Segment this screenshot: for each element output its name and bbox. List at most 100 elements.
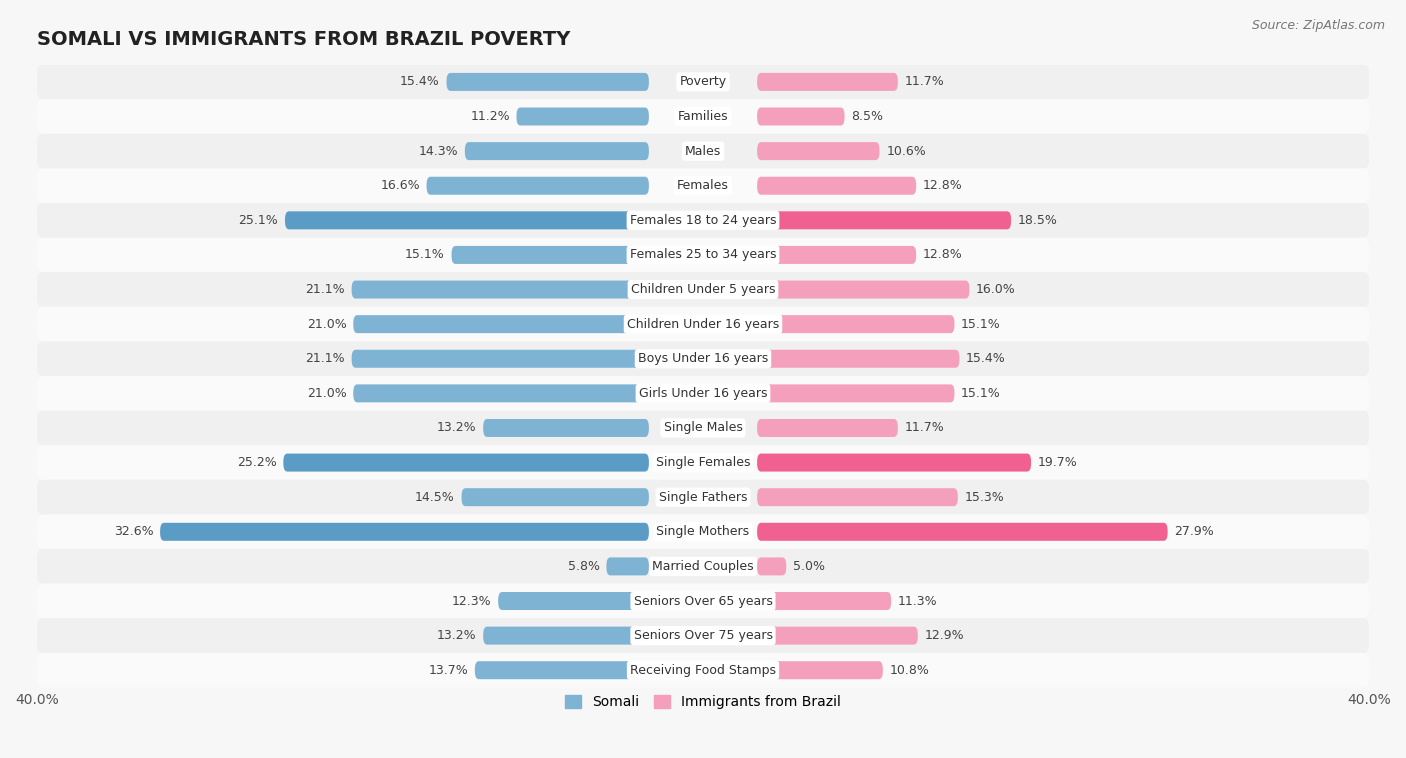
Text: Seniors Over 75 years: Seniors Over 75 years	[634, 629, 772, 642]
FancyBboxPatch shape	[37, 549, 1369, 584]
Text: Single Females: Single Females	[655, 456, 751, 469]
Text: 19.7%: 19.7%	[1038, 456, 1077, 469]
FancyBboxPatch shape	[756, 453, 1031, 471]
Text: 21.1%: 21.1%	[305, 352, 344, 365]
Text: 13.2%: 13.2%	[437, 629, 477, 642]
Text: 21.0%: 21.0%	[307, 387, 347, 400]
Text: Children Under 16 years: Children Under 16 years	[627, 318, 779, 330]
FancyBboxPatch shape	[484, 627, 650, 644]
Text: Females 25 to 34 years: Females 25 to 34 years	[630, 249, 776, 262]
Text: 11.2%: 11.2%	[470, 110, 510, 123]
FancyBboxPatch shape	[353, 384, 650, 402]
FancyBboxPatch shape	[756, 349, 959, 368]
Text: Females: Females	[678, 179, 728, 193]
Text: 13.2%: 13.2%	[437, 421, 477, 434]
FancyBboxPatch shape	[756, 73, 898, 91]
Text: Seniors Over 65 years: Seniors Over 65 years	[634, 594, 772, 607]
FancyBboxPatch shape	[451, 246, 650, 264]
Text: 13.7%: 13.7%	[429, 664, 468, 677]
FancyBboxPatch shape	[37, 203, 1369, 238]
Text: Receiving Food Stamps: Receiving Food Stamps	[630, 664, 776, 677]
FancyBboxPatch shape	[465, 142, 650, 160]
Text: 15.1%: 15.1%	[962, 387, 1001, 400]
FancyBboxPatch shape	[37, 168, 1369, 203]
FancyBboxPatch shape	[285, 211, 650, 230]
FancyBboxPatch shape	[37, 99, 1369, 134]
Text: 12.8%: 12.8%	[922, 179, 963, 193]
FancyBboxPatch shape	[352, 280, 650, 299]
Text: 5.8%: 5.8%	[568, 560, 600, 573]
FancyBboxPatch shape	[37, 307, 1369, 341]
FancyBboxPatch shape	[37, 584, 1369, 619]
Text: Single Mothers: Single Mothers	[657, 525, 749, 538]
FancyBboxPatch shape	[352, 349, 650, 368]
FancyBboxPatch shape	[37, 341, 1369, 376]
Text: 8.5%: 8.5%	[851, 110, 883, 123]
FancyBboxPatch shape	[37, 64, 1369, 99]
FancyBboxPatch shape	[756, 523, 1167, 540]
Text: Married Couples: Married Couples	[652, 560, 754, 573]
FancyBboxPatch shape	[756, 592, 891, 610]
Text: 15.1%: 15.1%	[405, 249, 444, 262]
Text: 5.0%: 5.0%	[793, 560, 825, 573]
Text: SOMALI VS IMMIGRANTS FROM BRAZIL POVERTY: SOMALI VS IMMIGRANTS FROM BRAZIL POVERTY	[37, 30, 571, 49]
FancyBboxPatch shape	[37, 376, 1369, 411]
Text: 15.4%: 15.4%	[401, 75, 440, 89]
FancyBboxPatch shape	[37, 619, 1369, 653]
Text: 15.1%: 15.1%	[962, 318, 1001, 330]
FancyBboxPatch shape	[756, 627, 918, 644]
FancyBboxPatch shape	[606, 557, 650, 575]
Text: 11.7%: 11.7%	[904, 421, 945, 434]
FancyBboxPatch shape	[37, 134, 1369, 168]
FancyBboxPatch shape	[37, 515, 1369, 549]
FancyBboxPatch shape	[756, 246, 917, 264]
Text: Source: ZipAtlas.com: Source: ZipAtlas.com	[1251, 19, 1385, 32]
Text: 21.1%: 21.1%	[305, 283, 344, 296]
FancyBboxPatch shape	[756, 384, 955, 402]
FancyBboxPatch shape	[160, 523, 650, 540]
FancyBboxPatch shape	[37, 272, 1369, 307]
FancyBboxPatch shape	[37, 480, 1369, 515]
FancyBboxPatch shape	[461, 488, 650, 506]
Text: 25.1%: 25.1%	[239, 214, 278, 227]
FancyBboxPatch shape	[756, 315, 955, 334]
Text: Females 18 to 24 years: Females 18 to 24 years	[630, 214, 776, 227]
Text: 16.0%: 16.0%	[976, 283, 1017, 296]
FancyBboxPatch shape	[516, 108, 650, 126]
Text: Girls Under 16 years: Girls Under 16 years	[638, 387, 768, 400]
FancyBboxPatch shape	[756, 661, 883, 679]
Text: Poverty: Poverty	[679, 75, 727, 89]
FancyBboxPatch shape	[756, 557, 786, 575]
FancyBboxPatch shape	[498, 592, 650, 610]
FancyBboxPatch shape	[37, 445, 1369, 480]
FancyBboxPatch shape	[756, 177, 917, 195]
FancyBboxPatch shape	[475, 661, 650, 679]
Text: 32.6%: 32.6%	[114, 525, 153, 538]
Text: Boys Under 16 years: Boys Under 16 years	[638, 352, 768, 365]
Text: 11.3%: 11.3%	[898, 594, 938, 607]
Text: 25.2%: 25.2%	[238, 456, 277, 469]
Text: 16.6%: 16.6%	[380, 179, 420, 193]
Text: 18.5%: 18.5%	[1018, 214, 1057, 227]
FancyBboxPatch shape	[756, 419, 898, 437]
Text: Children Under 5 years: Children Under 5 years	[631, 283, 775, 296]
Text: 10.6%: 10.6%	[886, 145, 927, 158]
FancyBboxPatch shape	[426, 177, 650, 195]
FancyBboxPatch shape	[756, 280, 970, 299]
Text: Single Males: Single Males	[664, 421, 742, 434]
FancyBboxPatch shape	[756, 142, 880, 160]
FancyBboxPatch shape	[447, 73, 650, 91]
Text: 10.8%: 10.8%	[890, 664, 929, 677]
Text: 14.3%: 14.3%	[419, 145, 458, 158]
Text: 12.8%: 12.8%	[922, 249, 963, 262]
Text: 15.3%: 15.3%	[965, 490, 1004, 503]
FancyBboxPatch shape	[756, 211, 1011, 230]
Text: Single Fathers: Single Fathers	[659, 490, 747, 503]
Text: Males: Males	[685, 145, 721, 158]
FancyBboxPatch shape	[484, 419, 650, 437]
FancyBboxPatch shape	[37, 411, 1369, 445]
Text: 14.5%: 14.5%	[415, 490, 456, 503]
FancyBboxPatch shape	[756, 108, 845, 126]
Text: Families: Families	[678, 110, 728, 123]
Text: 21.0%: 21.0%	[307, 318, 347, 330]
